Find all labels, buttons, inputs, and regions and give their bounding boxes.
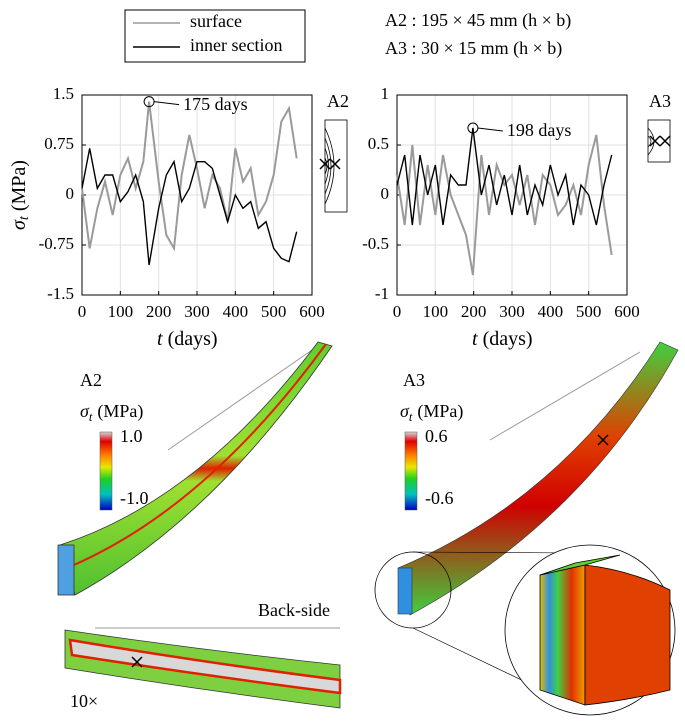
annotation-leader: [154, 101, 180, 106]
y-tick-label: 0.75: [44, 134, 74, 153]
y-tick-label: -0.75: [39, 234, 74, 253]
unit: (MPa): [8, 160, 30, 211]
x-axis-label: t (days): [472, 328, 533, 350]
y-tick-label: 1.5: [53, 84, 74, 103]
unit: (MPa): [97, 401, 143, 422]
x-tick-label: 300: [184, 302, 210, 321]
annotation-leader: [477, 127, 503, 132]
subscript: t: [17, 215, 32, 220]
section-sketch-a3: [647, 119, 671, 163]
annotation-label: 175 days: [183, 94, 248, 114]
x-axis-label: t (days): [157, 328, 218, 350]
symbol: t: [472, 328, 478, 350]
x-tick-label: 100: [108, 302, 134, 321]
x-tick-label: 300: [499, 302, 525, 321]
x-tick-label: 600: [299, 302, 325, 321]
y-tick-label: 1: [381, 84, 390, 103]
fe-model-a2: [57, 341, 342, 709]
y-axis-label: σt (MPa): [8, 160, 33, 230]
series-line: [81, 101, 298, 252]
x-tick-label: 400: [223, 302, 249, 321]
colorbar-title: σt (MPa): [400, 401, 463, 424]
y-tick-label: 0.5: [368, 134, 389, 153]
zoom-label: 10×: [70, 691, 98, 711]
subscript: t: [89, 410, 93, 424]
symbol: σ: [400, 401, 410, 421]
y-tick-label: -0.5: [362, 234, 389, 253]
y-tick-label: -1: [375, 284, 389, 303]
section-label: A3: [649, 91, 671, 111]
colorbar: [404, 431, 418, 511]
series-line: [81, 148, 298, 266]
colorbar-min-label: -0.6: [425, 488, 454, 508]
subscript: t: [409, 410, 413, 424]
colorbar: [99, 431, 113, 511]
fe-model-a3: [374, 341, 679, 716]
unit: (days): [168, 328, 218, 350]
annotation-marker: [467, 122, 479, 134]
x-tick-label: 200: [146, 302, 172, 321]
model-label: A3: [403, 370, 425, 390]
unit: (MPa): [417, 401, 463, 422]
symbol: t: [157, 328, 163, 350]
dimension-text: A3 : 30 × 15 mm (h × b): [385, 38, 562, 59]
series-line: [396, 127, 613, 226]
model-label: A2: [80, 370, 102, 390]
x-tick-label: 500: [576, 302, 602, 321]
section-sketch-a2: [319, 119, 348, 213]
colorbar-max-label: 0.6: [425, 426, 448, 446]
plot-frame: [396, 94, 628, 296]
legend-label: surface: [190, 11, 242, 31]
y-tick-label: -1.5: [47, 284, 74, 303]
series-line: [396, 134, 613, 276]
y-tick-label: 0: [66, 184, 75, 203]
symbol: σ: [80, 401, 90, 421]
colorbar-title: σt (MPa): [80, 401, 143, 424]
y-tick-label: 0: [381, 184, 390, 203]
annotation-label: 198 days: [507, 120, 572, 140]
backside-label: Back-side: [258, 600, 330, 620]
colorbar-min-label: -1.0: [120, 488, 149, 508]
colorbar-max-label: 1.0: [120, 426, 143, 446]
unit: (days): [483, 328, 533, 350]
x-tick-label: 0: [393, 302, 402, 321]
x-tick-label: 0: [78, 302, 87, 321]
x-tick-label: 500: [261, 302, 287, 321]
x-tick-label: 200: [461, 302, 487, 321]
x-tick-label: 400: [538, 302, 564, 321]
section-label: A2: [327, 91, 349, 111]
x-tick-label: 100: [423, 302, 449, 321]
legend: surface inner section: [124, 9, 306, 63]
symbol: σ: [8, 219, 30, 230]
legend-label: inner section: [190, 35, 282, 55]
dimension-text: A2 : 195 × 45 mm (h × b): [385, 10, 571, 31]
legend-box: [124, 9, 306, 63]
x-tick-label: 600: [614, 302, 640, 321]
